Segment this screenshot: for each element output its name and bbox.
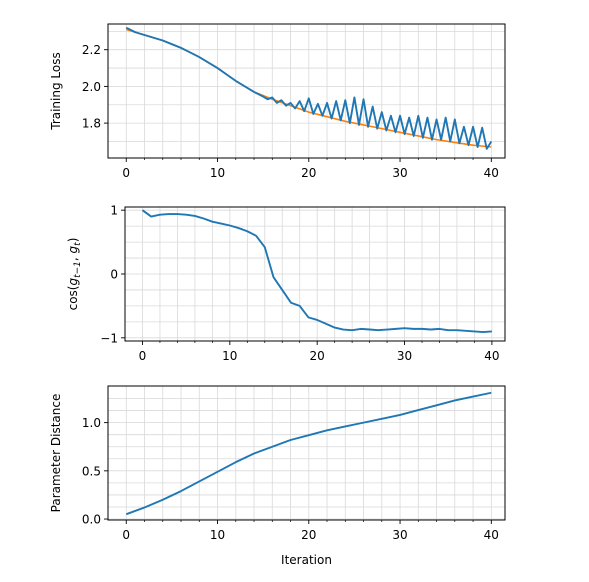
y-tick-label: 0.5 (82, 464, 101, 478)
x-axis-label: Iteration (281, 553, 332, 567)
y-tick-label: 2.0 (82, 80, 101, 94)
x-tick-label: 40 (484, 528, 499, 542)
y-tick-label: 1.8 (82, 117, 101, 131)
x-tick-label: 40 (484, 349, 499, 363)
y-tick-label: 0 (110, 268, 118, 282)
y-axis-label: Parameter Distance (49, 394, 63, 513)
y-tick-label: −1 (100, 331, 118, 345)
series-line (125, 26, 493, 150)
series-line (125, 391, 492, 516)
distance-panel: 0 10 20 30 40 0.0 0.5 1.0 Parameter Distance Iter… (49, 385, 506, 567)
x-tick-label: 10 (210, 528, 225, 542)
x-tick-label: 20 (310, 349, 325, 363)
x-tick-label: 20 (301, 166, 316, 180)
x-tick-label: 30 (392, 166, 407, 180)
x-tick-label: 20 (301, 528, 316, 542)
loss-panel: 0 10 20 30 40 1.8 2.0 2.2 Training Loss (49, 23, 506, 180)
y-tick-label: 0.0 (82, 513, 101, 527)
grid (108, 386, 505, 520)
x-tick-label: 30 (392, 528, 407, 542)
axes-frame (107, 23, 506, 159)
x-tick-label: 0 (139, 349, 147, 363)
x-tick-label: 0 (122, 166, 130, 180)
grid (125, 207, 505, 341)
x-tick-label: 10 (222, 349, 237, 363)
x-tick-label: 0 (122, 528, 130, 542)
series-line (141, 209, 492, 334)
x-tick-label: 10 (210, 166, 225, 180)
grid (108, 24, 505, 158)
axes-frame (107, 385, 506, 521)
cosine-panel: 0 10 20 30 40 −1 0 1 cos(gt−1, gt) (66, 204, 506, 363)
y-axis-label: Training Loss (49, 52, 63, 130)
y-tick-label: 1 (110, 204, 118, 218)
y-tick-label: 1.0 (82, 416, 101, 430)
y-tick-label: 2.2 (82, 43, 101, 57)
y-axis-label: cos(gt−1, gt) (66, 238, 83, 311)
x-tick-label: 40 (484, 166, 499, 180)
x-tick-label: 30 (397, 349, 412, 363)
